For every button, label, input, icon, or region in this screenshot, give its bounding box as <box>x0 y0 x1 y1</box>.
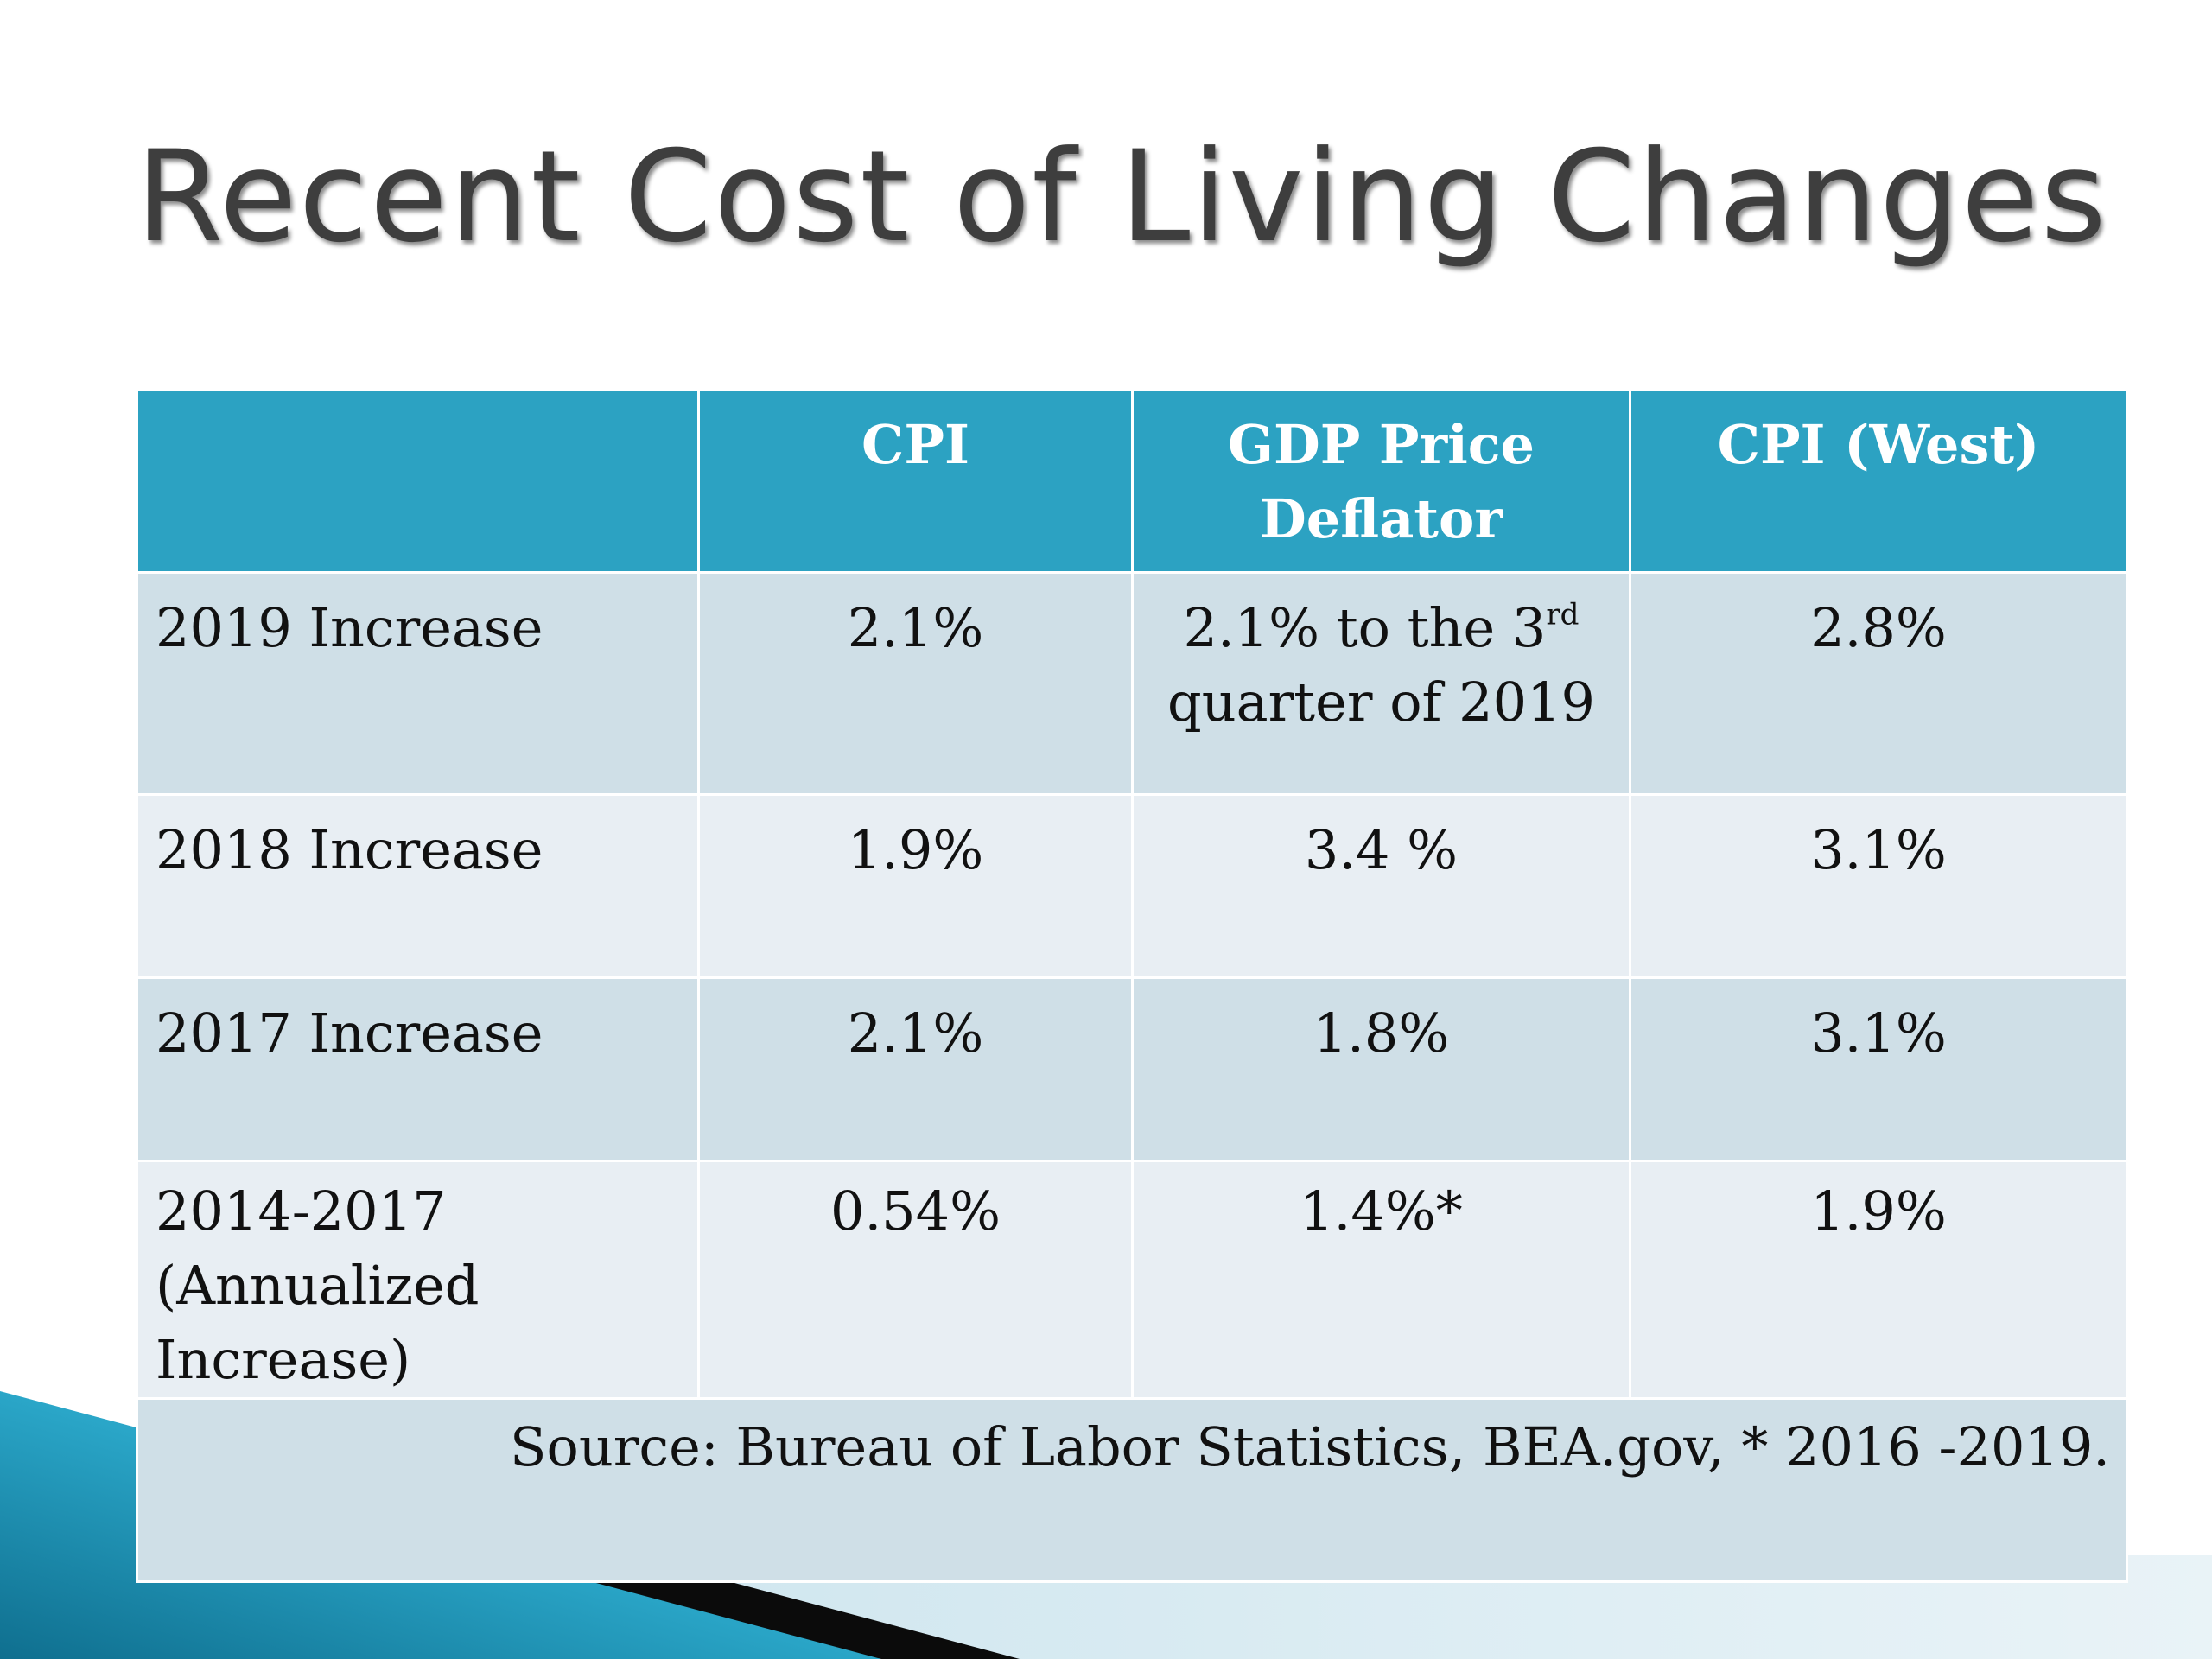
header-cpi: CPI <box>697 388 1134 574</box>
gdp-value-superscript: rd <box>1546 597 1580 632</box>
gdp-value: 1.4%* <box>1131 1160 1631 1400</box>
gdp-value-main: 2.1% to the 3 <box>1183 596 1547 659</box>
cost-of-living-table: CPI GDP Price Deflator CPI (West) 2019 I… <box>136 388 2128 1583</box>
cpi-value: 2.1% <box>697 976 1134 1162</box>
gdp-value-suffix: quarter of 2019 <box>1167 671 1595 734</box>
cpi-west-value: 3.1% <box>1629 793 2128 979</box>
source-row: Source: Bureau of Labor Statistics, BEA.… <box>136 1397 2128 1583</box>
row-label: 2014-2017 (Annualized Increase) <box>136 1160 700 1400</box>
row-label: 2018 Increase <box>136 793 700 979</box>
cpi-west-value: 2.8% <box>1629 571 2128 796</box>
row-label: 2019 Increase <box>136 571 700 796</box>
cpi-value: 2.1% <box>697 571 1134 796</box>
table-row: 2017 Increase 2.1% 1.8% 3.1% <box>136 976 2128 1162</box>
gdp-value: 1.8% <box>1131 976 1631 1162</box>
header-empty-cell <box>136 388 700 574</box>
gdp-value: 3.4 % <box>1131 793 1631 979</box>
header-gdp-price-deflator: GDP Price Deflator <box>1131 388 1631 574</box>
table-row: 2014-2017 (Annualized Increase) 0.54% 1.… <box>136 1160 2128 1400</box>
header-cpi-west: CPI (West) <box>1629 388 2128 574</box>
table-row: 2019 Increase 2.1% 2.1% to the 3rd quarte… <box>136 571 2128 796</box>
source-note: Source: Bureau of Labor Statistics, BEA.… <box>136 1397 2128 1583</box>
cpi-west-value: 3.1% <box>1629 976 2128 1162</box>
gdp-value: 2.1% to the 3rd quarter of 2019 <box>1131 571 1631 796</box>
row-label: 2017 Increase <box>136 976 700 1162</box>
cpi-value: 0.54% <box>697 1160 1134 1400</box>
table-header-row: CPI GDP Price Deflator CPI (West) <box>136 388 2128 574</box>
cpi-west-value: 1.9% <box>1629 1160 2128 1400</box>
table-row: 2018 Increase 1.9% 3.4 % 3.1% <box>136 793 2128 979</box>
slide-title: Recent Cost of Living Changes <box>136 124 2108 270</box>
cpi-value: 1.9% <box>697 793 1134 979</box>
